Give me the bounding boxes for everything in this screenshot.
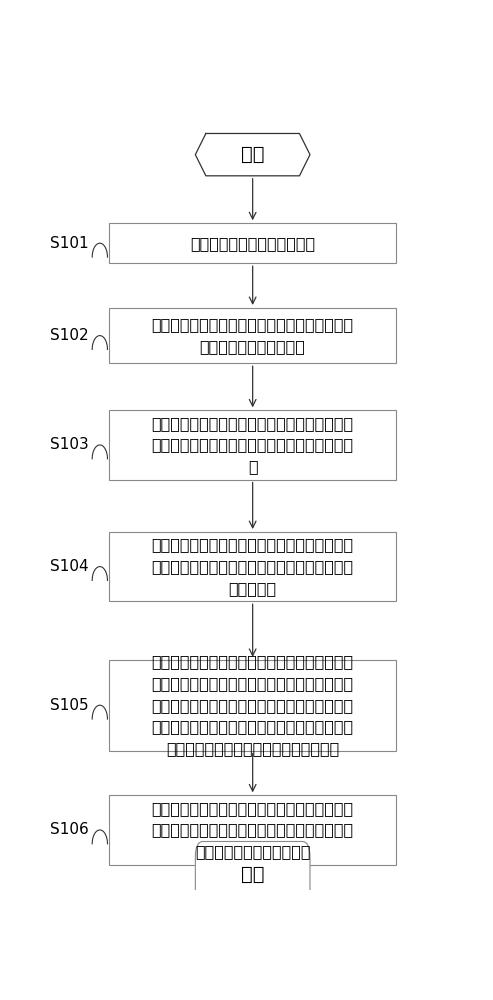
- Text: S105: S105: [50, 698, 88, 713]
- Polygon shape: [195, 133, 310, 176]
- Text: 根据所述微单元的曲率、长度、有效重力、横截
面的惯性矩、弹性模量以及第一井斜角、第二井
斜角、第一方位角以及第二方位角、井眼的摩阻
系数确定所述微单元的第二端的: 根据所述微单元的曲率、长度、有效重力、横截 面的惯性矩、弹性模量以及第一井斜角、…: [152, 655, 353, 756]
- Bar: [109, 410, 396, 480]
- Text: S103: S103: [50, 437, 88, 452]
- Text: S102: S102: [50, 328, 88, 343]
- Bar: [109, 795, 396, 865]
- Text: 从所述轨迹测点数据中选取任意两个数据点之间
的套管柱作为一个微单元: 从所述轨迹测点数据中选取任意两个数据点之间 的套管柱作为一个微单元: [152, 317, 353, 354]
- Text: 结束: 结束: [241, 865, 264, 884]
- Bar: [109, 223, 396, 263]
- Bar: [109, 660, 396, 751]
- Bar: [109, 532, 396, 601]
- Text: S106: S106: [50, 822, 88, 837]
- Text: S101: S101: [50, 236, 88, 251]
- Text: 根据所述微单元的第二端的轴向力、第一端的轴
向力、所述微单元单位长度的侧向力确定三维井
眼中套管的轴向力和侧向力: 根据所述微单元的第二端的轴向力、第一端的轴 向力、所述微单元单位长度的侧向力确定…: [152, 801, 353, 859]
- Text: 采集所述微单元的曲率、长度、有效重力、所述
微单元的横截面的惯性矩、所述微单元的弹性模
量: 采集所述微单元的曲率、长度、有效重力、所述 微单元的横截面的惯性矩、所述微单元的…: [152, 416, 353, 474]
- FancyBboxPatch shape: [195, 841, 310, 908]
- Text: 开始: 开始: [241, 145, 264, 164]
- Text: 采集所述微单元对应的轨迹测点的第一井斜角、
第二井斜角、第一方位角以及第二方位角、井眼
的摩阻系数: 采集所述微单元对应的轨迹测点的第一井斜角、 第二井斜角、第一方位角以及第二方位角…: [152, 538, 353, 596]
- Text: S104: S104: [50, 559, 88, 574]
- Text: 获取三维井眼的轨迹测点数据: 获取三维井眼的轨迹测点数据: [190, 236, 315, 251]
- Bar: [109, 308, 396, 363]
